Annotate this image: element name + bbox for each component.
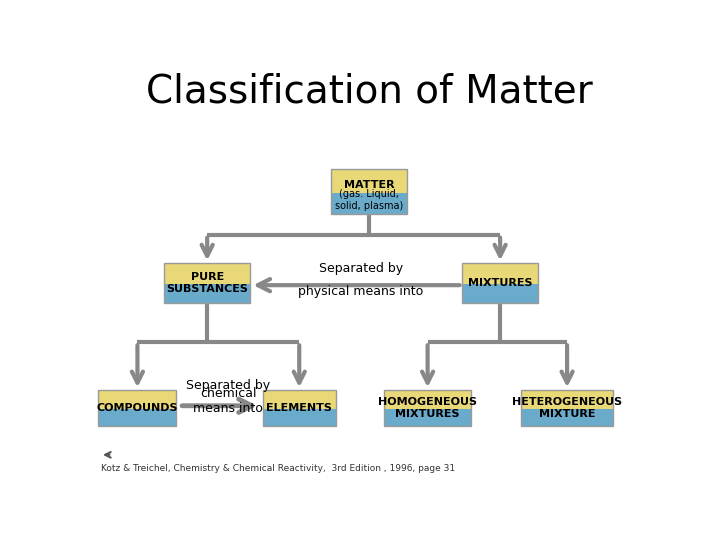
FancyBboxPatch shape [462, 264, 538, 284]
FancyBboxPatch shape [164, 264, 251, 284]
FancyBboxPatch shape [331, 169, 407, 193]
Text: chemical
means into: chemical means into [194, 387, 264, 415]
Text: Classification of Matter: Classification of Matter [145, 73, 593, 111]
Text: HETEROGENEOUS
MIXTURE: HETEROGENEOUS MIXTURE [512, 397, 622, 418]
FancyBboxPatch shape [263, 390, 336, 409]
Text: Separated by: Separated by [318, 262, 402, 275]
Text: ELEMENTS: ELEMENTS [266, 403, 332, 413]
Text: physical means into: physical means into [298, 285, 423, 298]
Text: PURE
SUBSTANCES: PURE SUBSTANCES [166, 272, 248, 294]
FancyBboxPatch shape [521, 409, 613, 426]
Text: MIXTURES: MIXTURES [468, 278, 532, 288]
Text: (gas. Liquid,
solid, plasma): (gas. Liquid, solid, plasma) [335, 189, 403, 211]
Text: MATTER: MATTER [343, 180, 395, 190]
FancyBboxPatch shape [164, 284, 251, 303]
FancyBboxPatch shape [384, 390, 471, 409]
FancyBboxPatch shape [99, 390, 176, 409]
Text: COMPOUNDS: COMPOUNDS [96, 403, 178, 413]
Text: HOMOGENEOUS
MIXTURES: HOMOGENEOUS MIXTURES [378, 397, 477, 418]
Text: Separated by: Separated by [186, 379, 271, 392]
FancyBboxPatch shape [521, 390, 613, 409]
FancyBboxPatch shape [462, 284, 538, 303]
FancyBboxPatch shape [331, 193, 407, 214]
FancyBboxPatch shape [99, 409, 176, 426]
Text: Kotz & Treichel, Chemistry & Chemical Reactivity,  3rd Edition , 1996, page 31: Kotz & Treichel, Chemistry & Chemical Re… [101, 464, 455, 473]
FancyBboxPatch shape [384, 409, 471, 426]
FancyBboxPatch shape [263, 409, 336, 426]
